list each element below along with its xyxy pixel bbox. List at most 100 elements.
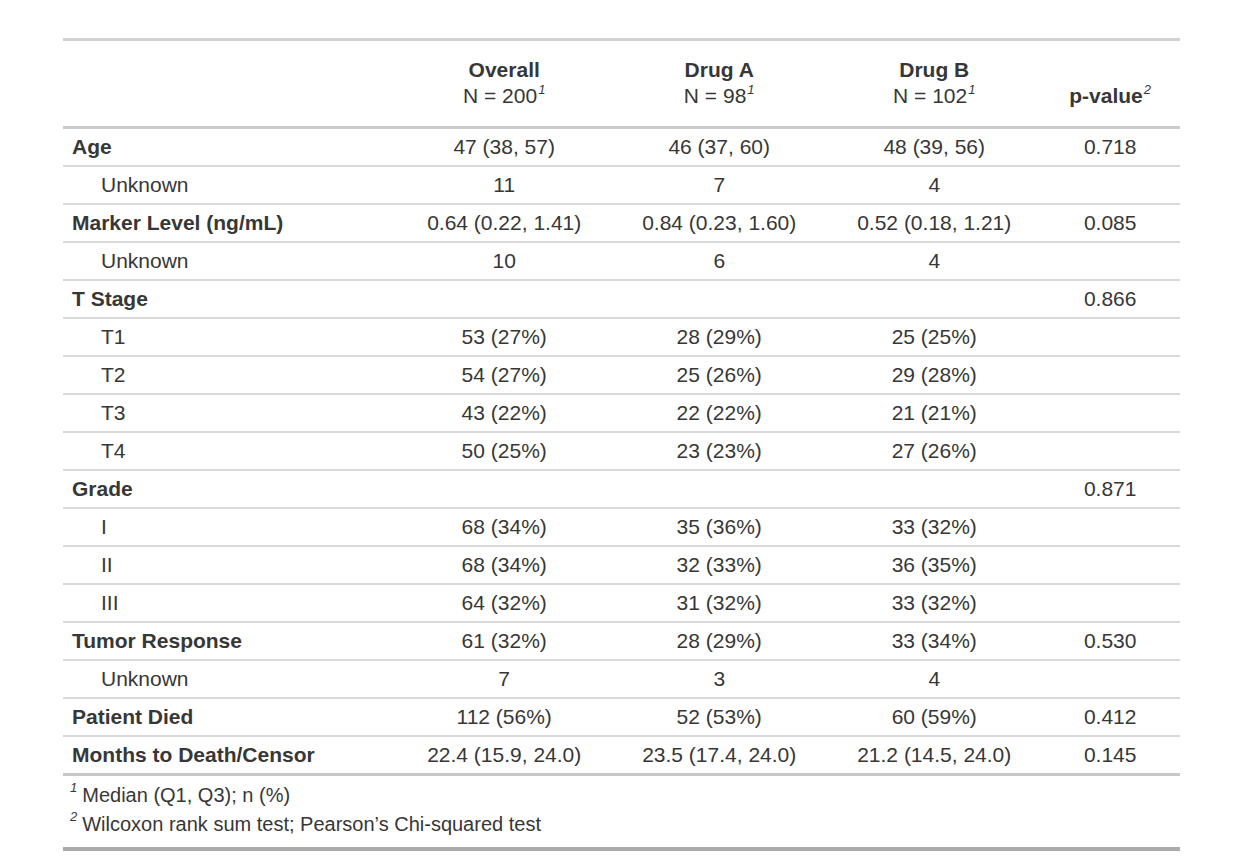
- cell-p-value: [1040, 318, 1180, 356]
- cell-drug-a: [610, 470, 828, 508]
- table-row: T450 (25%)23 (23%)27 (26%): [63, 432, 1180, 470]
- cell-p-value: [1040, 508, 1180, 546]
- cell-overall: 0.64 (0.22, 1.41): [398, 204, 610, 242]
- column-header-p-value: p-value2: [1040, 40, 1180, 128]
- cell-drug-b: 33 (32%): [828, 584, 1040, 622]
- cell-overall: 68 (34%): [398, 508, 610, 546]
- cell-overall: 54 (27%): [398, 356, 610, 394]
- footnote-marker: 1: [70, 780, 77, 795]
- table-row: T343 (22%)22 (22%)21 (21%): [63, 394, 1180, 432]
- row-label: II: [63, 546, 398, 584]
- column-title: Drug A: [616, 57, 822, 83]
- footnote-text: Wilcoxon rank sum test; Pearson’s Chi-sq…: [82, 813, 541, 835]
- summary-table-container: Overall N = 2001 Drug A N = 981 Drug B N…: [63, 38, 1180, 851]
- cell-drug-b: 60 (59%): [828, 698, 1040, 736]
- column-header-drug-a: Drug A N = 981: [610, 40, 828, 128]
- cell-drug-a: 23.5 (17.4, 24.0): [610, 736, 828, 773]
- cell-overall: 43 (22%): [398, 394, 610, 432]
- cell-p-value: 0.085: [1040, 204, 1180, 242]
- cell-p-value: 0.530: [1040, 622, 1180, 660]
- cell-drug-b: 36 (35%): [828, 546, 1040, 584]
- cell-drug-a: 32 (33%): [610, 546, 828, 584]
- table-row: T Stage 0.866: [63, 280, 1180, 318]
- cell-drug-a: 28 (29%): [610, 622, 828, 660]
- row-label: T Stage: [63, 280, 398, 318]
- cell-overall: 61 (32%): [398, 622, 610, 660]
- row-label: Unknown: [63, 660, 398, 698]
- cell-p-value: [1040, 166, 1180, 204]
- row-label: Months to Death/Censor: [63, 736, 398, 773]
- cell-drug-a: 25 (26%): [610, 356, 828, 394]
- cell-drug-b: 4: [828, 242, 1040, 280]
- cell-overall: [398, 280, 610, 318]
- row-label: T1: [63, 318, 398, 356]
- table-row: Unknown734: [63, 660, 1180, 698]
- column-title: p-value2: [1046, 83, 1174, 109]
- row-label: Grade: [63, 470, 398, 508]
- table-row: T153 (27%)28 (29%)25 (25%): [63, 318, 1180, 356]
- row-label: Marker Level (ng/mL): [63, 204, 398, 242]
- column-subtitle: N = 1021: [834, 83, 1034, 109]
- cell-p-value: [1040, 356, 1180, 394]
- cell-drug-a: 3: [610, 660, 828, 698]
- cell-drug-b: 4: [828, 166, 1040, 204]
- cell-drug-b: 29 (28%): [828, 356, 1040, 394]
- cell-drug-a: 22 (22%): [610, 394, 828, 432]
- table-row: Unknown1064: [63, 242, 1180, 280]
- footnote-text: Median (Q1, Q3); n (%): [82, 784, 290, 806]
- table-row: Grade0.871: [63, 470, 1180, 508]
- cell-overall: 112 (56%): [398, 698, 610, 736]
- cell-p-value: [1040, 432, 1180, 470]
- column-header-overall: Overall N = 2001: [398, 40, 610, 128]
- cell-drug-a: 7: [610, 166, 828, 204]
- cell-overall: 68 (34%): [398, 546, 610, 584]
- cell-drug-a: 35 (36%): [610, 508, 828, 546]
- table-row: Patient Died112 (56%)52 (53%)60 (59%)0.4…: [63, 698, 1180, 736]
- cell-overall: 47 (38, 57): [398, 128, 610, 167]
- cell-drug-b: 33 (34%): [828, 622, 1040, 660]
- cell-drug-a: [610, 280, 828, 318]
- footnote: 2 Wilcoxon rank sum test; Pearson’s Chi-s…: [65, 810, 1178, 839]
- column-subtitle: N = 2001: [404, 83, 604, 109]
- cell-p-value: [1040, 546, 1180, 584]
- column-header-drug-b: Drug B N = 1021: [828, 40, 1040, 128]
- row-label: Unknown: [63, 242, 398, 280]
- cell-drug-a: 46 (37, 60): [610, 128, 828, 167]
- table-row: I68 (34%)35 (36%)33 (32%): [63, 508, 1180, 546]
- table-row: T254 (27%)25 (26%)29 (28%): [63, 356, 1180, 394]
- cell-p-value: [1040, 584, 1180, 622]
- footnote: 1 Median (Q1, Q3); n (%): [65, 781, 1178, 810]
- cell-overall: 50 (25%): [398, 432, 610, 470]
- cell-drug-b: 27 (26%): [828, 432, 1040, 470]
- cell-drug-b: [828, 280, 1040, 318]
- row-label: T3: [63, 394, 398, 432]
- cell-drug-a: 6: [610, 242, 828, 280]
- footnote-marker: 2: [70, 809, 77, 824]
- cell-drug-a: 28 (29%): [610, 318, 828, 356]
- cell-overall: 22.4 (15.9, 24.0): [398, 736, 610, 773]
- cell-overall: 64 (32%): [398, 584, 610, 622]
- row-label: Patient Died: [63, 698, 398, 736]
- column-title: Overall: [404, 57, 604, 83]
- summary-table: Overall N = 2001 Drug A N = 981 Drug B N…: [63, 38, 1180, 773]
- row-label: Age: [63, 128, 398, 167]
- row-label: T4: [63, 432, 398, 470]
- cell-p-value: 0.866: [1040, 280, 1180, 318]
- cell-drug-a: 31 (32%): [610, 584, 828, 622]
- column-title: Drug B: [834, 57, 1034, 83]
- cell-p-value: 0.145: [1040, 736, 1180, 773]
- footnote-marker: 1: [968, 82, 975, 97]
- cell-drug-b: 33 (32%): [828, 508, 1040, 546]
- table-row: Age47 (38, 57)46 (37, 60)48 (39, 56)0.71…: [63, 128, 1180, 167]
- table-row: Months to Death/Censor22.4 (15.9, 24.0)2…: [63, 736, 1180, 773]
- cell-drug-b: 25 (25%): [828, 318, 1040, 356]
- row-label: Unknown: [63, 166, 398, 204]
- cell-p-value: [1040, 660, 1180, 698]
- cell-overall: 10: [398, 242, 610, 280]
- footnote-marker: 2: [1144, 82, 1151, 97]
- cell-overall: [398, 470, 610, 508]
- column-subtitle: N = 981: [616, 83, 822, 109]
- cell-drug-b: 21.2 (14.5, 24.0): [828, 736, 1040, 773]
- cell-drug-b: 0.52 (0.18, 1.21): [828, 204, 1040, 242]
- row-label: I: [63, 508, 398, 546]
